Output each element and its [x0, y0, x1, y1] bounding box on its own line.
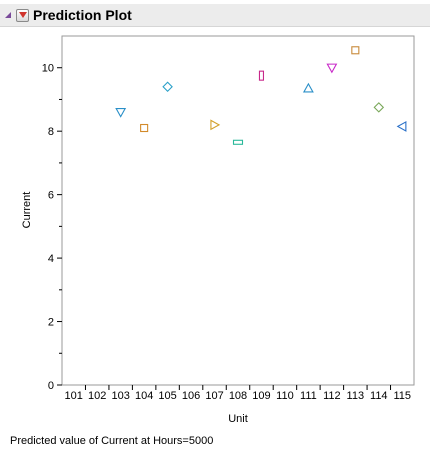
x-axis-label: Unit [228, 413, 248, 425]
data-point-103 [115, 107, 127, 118]
y-tick-label: 6 [48, 190, 54, 202]
x-tick-label: 112 [323, 390, 341, 402]
x-tick-label: 109 [252, 390, 270, 402]
data-point-111 [302, 82, 314, 93]
x-tick-label: 102 [88, 390, 106, 402]
data-point-112 [326, 63, 338, 74]
data-point-115 [396, 120, 407, 132]
scatter-points [115, 46, 407, 145]
red-triangle-menu-icon[interactable] [16, 8, 29, 22]
x-tick-label: 113 [347, 390, 365, 402]
x-tick-label: 108 [229, 390, 247, 402]
prediction-plot: 0 2 4 6 8 10 101 102 103 104 105 106 107 108 109 110 11… [21, 35, 415, 425]
x-tick-label: 106 [182, 390, 200, 402]
x-tick-label: 101 [65, 390, 83, 402]
data-point-109 [258, 70, 265, 81]
y-tick-label: 4 [48, 253, 54, 265]
data-point-114 [373, 102, 385, 113]
x-axis: 101 102 103 104 105 106 107 108 109 110 111 112 113 1… [65, 385, 411, 402]
x-tick-label: 110 [276, 390, 294, 402]
y-axis-label: Current [21, 192, 33, 229]
x-tick-label: 111 [300, 390, 317, 402]
y-tick-label: 10 [42, 63, 54, 75]
data-point-108 [232, 139, 244, 145]
y-tick-label: 2 [48, 317, 54, 329]
data-point-113 [351, 46, 360, 55]
x-tick-label: 114 [370, 390, 388, 402]
outline-header: Prediction Plot [0, 4, 430, 27]
y-tick-label: 8 [48, 126, 54, 138]
data-point-105 [162, 81, 173, 93]
data-point-107 [210, 119, 221, 131]
y-tick-label: 0 [48, 380, 54, 392]
disclosure-triangle-icon[interactable] [3, 10, 13, 20]
x-tick-label: 107 [205, 390, 223, 402]
plot-frame [61, 35, 415, 386]
y-axis: 0 2 4 6 8 10 [42, 63, 62, 392]
report-title: Prediction Plot [33, 7, 132, 23]
x-tick-label: 105 [158, 390, 176, 402]
x-tick-label: 103 [111, 390, 129, 402]
footer-note: Predicted value of Current at Hours=5000 [10, 435, 214, 447]
x-tick-label: 115 [393, 390, 411, 402]
data-point-104 [140, 123, 149, 133]
x-tick-label: 104 [135, 390, 153, 402]
